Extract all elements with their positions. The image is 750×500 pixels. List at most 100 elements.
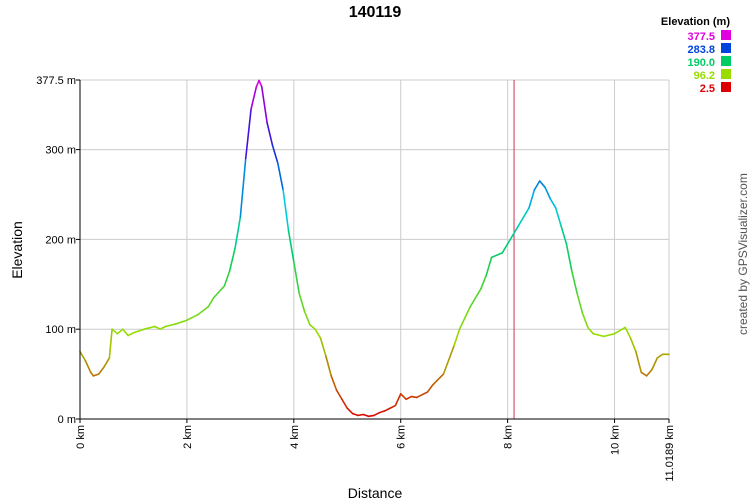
profile-segment (276, 162, 284, 191)
profile-segment (587, 326, 594, 335)
profile-segment (570, 270, 578, 295)
profile-segment (79, 350, 87, 362)
profile-segment (656, 353, 664, 359)
profile-segment (426, 384, 434, 393)
profile-segment (528, 189, 536, 209)
created-by-watermark: created by GPSVisualizer.com (736, 173, 750, 335)
profile-segment (250, 85, 258, 110)
profile-segment (640, 371, 648, 377)
profile-segment (282, 189, 290, 232)
profile-segment (490, 252, 504, 259)
profile-segment (581, 312, 589, 329)
profile-segment (458, 305, 472, 330)
y-tick-label: 300 m (45, 145, 76, 157)
profile-segment (303, 310, 311, 326)
profile-segment (121, 328, 129, 337)
legend-label: 377.5 (687, 31, 715, 43)
profile-segment (549, 198, 557, 209)
profile-segment (175, 319, 188, 325)
profile-segment (480, 274, 488, 290)
profile-segment (389, 404, 397, 410)
x-tick-label: 0 km (75, 425, 87, 449)
profile-segment (383, 407, 391, 412)
elevation-profile-line (79, 79, 670, 418)
profile-segment (186, 314, 199, 322)
profile-segment (362, 413, 370, 418)
x-tick-label: 6 km (396, 425, 408, 449)
profile-segment (266, 121, 274, 146)
profile-segment (212, 285, 226, 299)
profile-segment (346, 407, 354, 415)
profile-segment (651, 357, 659, 371)
profile-segment (351, 412, 359, 417)
profile-segment (399, 393, 407, 401)
profile-segment (314, 328, 322, 339)
profile-segment (293, 261, 300, 295)
profile-segment (132, 328, 145, 334)
legend-swatch (721, 69, 731, 79)
profile-segment (635, 350, 643, 374)
y-tick-label: 100 m (45, 324, 76, 336)
profile-segment (442, 344, 455, 375)
profile-segment (565, 243, 573, 272)
x-tick-label: 10 km (610, 425, 622, 455)
profile-segment (592, 332, 605, 338)
legend-title: Elevation (m) (661, 16, 730, 28)
profile-segment (239, 157, 247, 218)
profile-segment (517, 207, 530, 227)
profile-segment (207, 296, 215, 308)
profile-segment (255, 79, 260, 88)
profile-segment (501, 243, 509, 254)
profile-segment (335, 389, 343, 401)
profile-segment (645, 368, 653, 377)
profile-segment (378, 410, 386, 414)
legend-swatch (721, 43, 731, 53)
profile-segment (108, 328, 113, 359)
profile-segment (405, 395, 413, 401)
profile-segment (533, 180, 541, 191)
profile-segment (287, 229, 295, 263)
x-tick-labels: 0 km 2 km 4 km 6 km 8 km 10 km 11.0189 km (75, 425, 676, 482)
profile-segment (271, 144, 279, 164)
profile-segment (325, 355, 333, 377)
profile-segment (154, 325, 161, 330)
profile-segment (373, 411, 381, 417)
legend-swatch (721, 82, 731, 92)
profile-segment (330, 375, 338, 392)
y-axis-label: Elevation (9, 221, 25, 279)
profile-segment (341, 398, 349, 410)
axes (76, 79, 670, 423)
profile-segment (298, 292, 306, 313)
profile-segment (127, 331, 135, 337)
chart-title: 140119 (348, 4, 402, 21)
profile-segment (367, 414, 375, 418)
profile-segment (84, 359, 92, 374)
legend-swatch (721, 56, 731, 66)
profile-segment (159, 325, 167, 330)
profile-segment (415, 391, 429, 399)
profile-segment (244, 108, 252, 160)
profile-segment (394, 393, 402, 407)
profile-segment (544, 186, 552, 200)
profile-segment (431, 373, 445, 386)
profile-segment (258, 79, 263, 88)
legend-label: 96.2 (694, 70, 715, 82)
legend-swatch (721, 30, 731, 40)
profile-segment (453, 328, 461, 347)
profile-segment (228, 247, 236, 272)
legend-label: 2.5 (700, 83, 715, 95)
profile-segment (319, 337, 327, 357)
y-tick-label: 200 m (45, 234, 76, 246)
profile-segment (92, 373, 100, 377)
profile-segment (103, 357, 111, 368)
profile-segment (309, 323, 316, 330)
profile-segment (485, 256, 493, 277)
profile-segment (234, 216, 242, 250)
profile-segment (469, 287, 482, 308)
profile-segment (164, 323, 178, 328)
profile-segment (560, 225, 568, 245)
x-tick-label: 8 km (503, 425, 515, 449)
profile-segment (410, 395, 418, 399)
